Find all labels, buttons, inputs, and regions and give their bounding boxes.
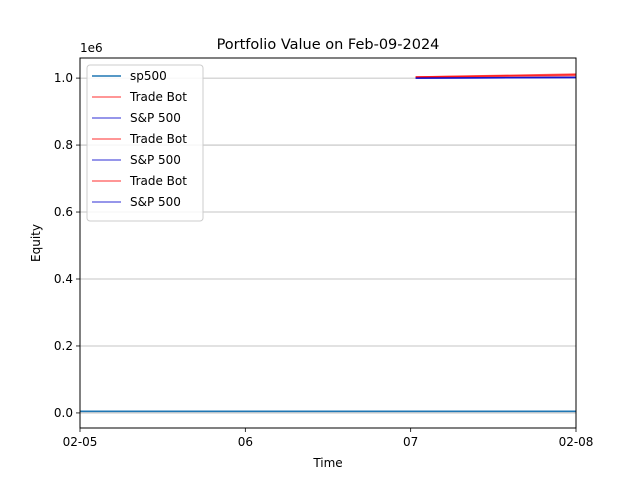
legend-label: S&P 500: [130, 111, 181, 125]
y-axis-label: Equity: [29, 224, 43, 262]
y-tick-label: 0.4: [54, 272, 73, 286]
legend-label: Trade Bot: [129, 132, 187, 146]
y-tick-label: 0.6: [54, 205, 73, 219]
y-tick-label: 0.2: [54, 339, 73, 353]
y-axis-ticks: 0.0 0.2 0.4 0.6 0.8 1.0: [54, 71, 80, 420]
legend-label: Trade Bot: [129, 90, 187, 104]
chart-title: Portfolio Value on Feb-09-2024: [217, 37, 440, 53]
x-tick-label: 06: [238, 435, 253, 449]
series-lines: [80, 73, 577, 413]
y-axis-offset-label: 1e6: [80, 41, 103, 55]
x-tick-label: 02-05: [63, 435, 98, 449]
x-axis-ticks: 02-05 06 07 02-08: [63, 428, 594, 449]
y-tick-label: 0.8: [54, 138, 73, 152]
x-axis-label: Time: [312, 456, 342, 470]
legend-label: sp500: [130, 69, 167, 83]
series-line-5: [415, 74, 577, 78]
x-tick-label: 02-08: [559, 435, 594, 449]
y-tick-label: 1.0: [54, 71, 73, 85]
legend: sp500 Trade Bot S&P 500 Trade Bot S&P 500 Tra…: [86, 64, 204, 222]
plot-frame: [79, 57, 577, 429]
legend-box: [86, 64, 204, 222]
x-tick-label: 07: [403, 435, 418, 449]
y-tick-label: 0.0: [54, 406, 73, 420]
legend-label: S&P 500: [130, 153, 181, 167]
series-line-6: [415, 76, 577, 79]
legend-label: Trade Bot: [129, 174, 187, 188]
legend-label: S&P 500: [130, 195, 181, 209]
